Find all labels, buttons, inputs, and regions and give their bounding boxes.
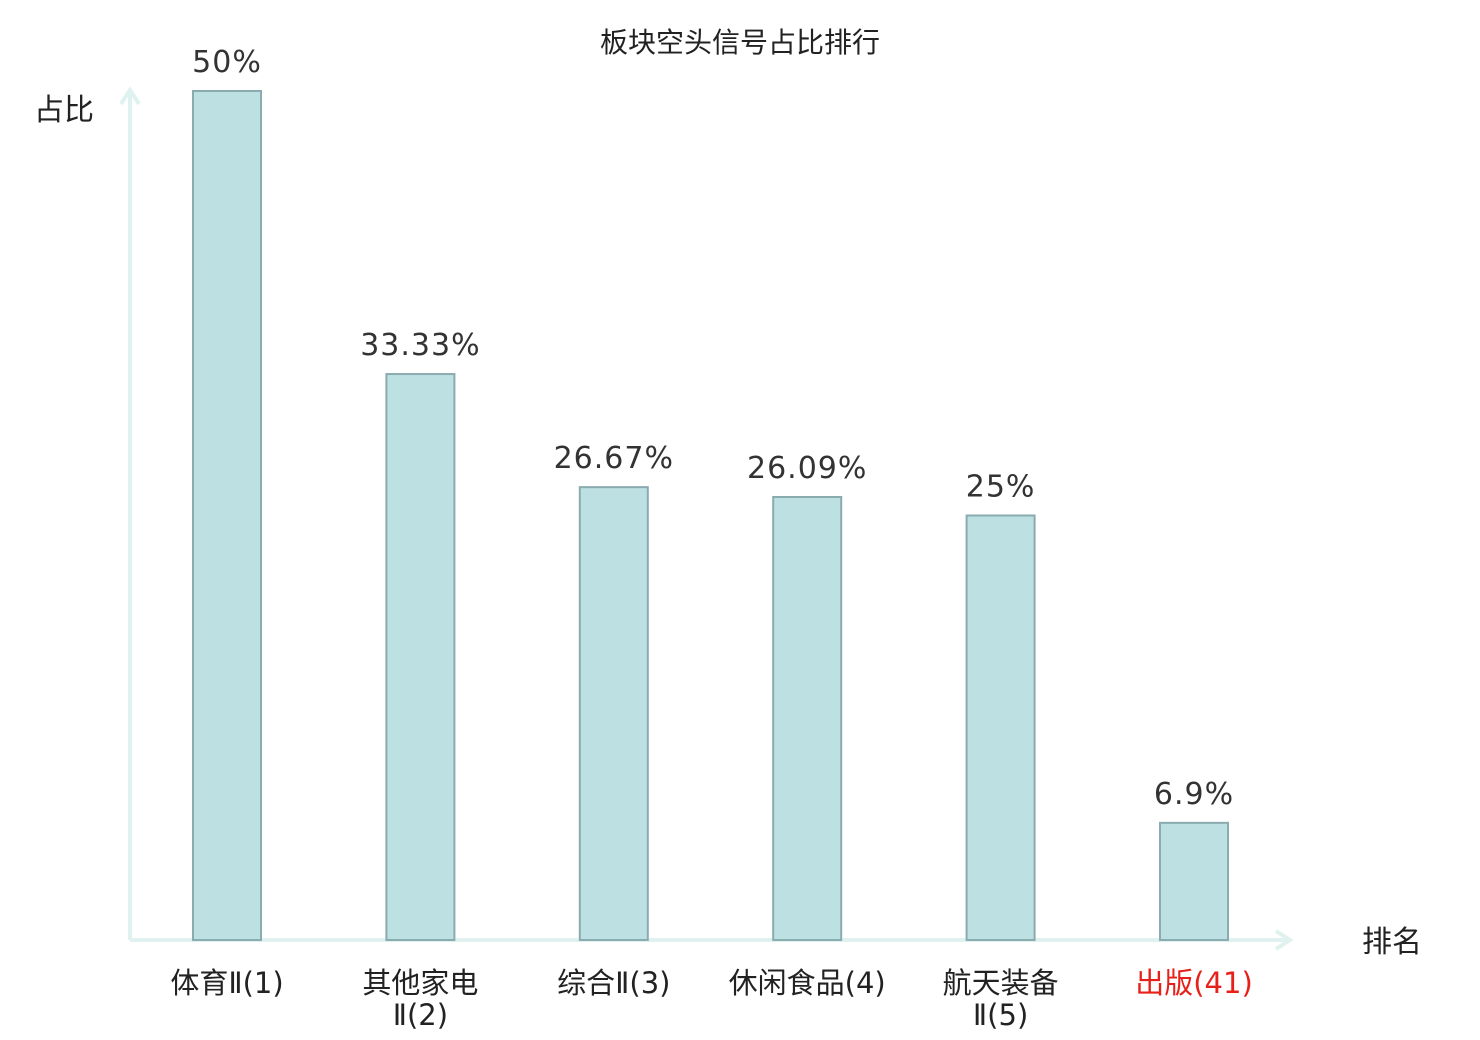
y-axis-label: 占比 bbox=[34, 93, 94, 128]
value-label-5: 25% bbox=[966, 470, 1036, 505]
category-label-5: 航天装备 Ⅱ(5) bbox=[943, 966, 1059, 1032]
category-label-3: 综合Ⅱ(3) bbox=[557, 966, 670, 1000]
bar-5 bbox=[965, 514, 1036, 941]
axes bbox=[119, 86, 1294, 951]
category-label-line: 休闲食品(4) bbox=[729, 966, 886, 1000]
value-label-1: 50% bbox=[192, 45, 262, 80]
category-label-2: 其他家电 Ⅱ(2) bbox=[362, 966, 478, 1032]
bar-4 bbox=[772, 495, 843, 941]
chart-title: 板块空头信号占比排行 bbox=[600, 26, 880, 59]
bars-group bbox=[192, 90, 1229, 942]
value-label-6: 6.9% bbox=[1154, 777, 1234, 812]
value-label-2: 33.33% bbox=[360, 328, 480, 363]
x-axis-label: 排名 bbox=[1362, 925, 1422, 960]
category-label-line: 出版(41) bbox=[1135, 966, 1253, 1000]
x-axis-arrow bbox=[1274, 929, 1294, 951]
y-axis-arrow bbox=[119, 86, 141, 106]
category-label-line: Ⅱ(2) bbox=[393, 998, 448, 1032]
bar-3 bbox=[578, 486, 649, 941]
category-label-line: 综合Ⅱ(3) bbox=[557, 966, 670, 1000]
category-label-line: 航天装备 bbox=[943, 966, 1059, 1000]
value-label-3: 26.67% bbox=[554, 441, 674, 476]
category-label-4: 休闲食品(4) bbox=[729, 966, 886, 1000]
category-label-line: 体育Ⅱ(1) bbox=[170, 966, 283, 1000]
category-label-line: Ⅱ(5) bbox=[973, 998, 1028, 1032]
bar-2 bbox=[385, 373, 456, 942]
bar-1 bbox=[192, 90, 262, 941]
category-label-line: 其他家电 bbox=[362, 966, 478, 1000]
category-labels-group: 体育Ⅱ(1) 其他家电 Ⅱ(2) 综合Ⅱ(3) 休闲食品(4) 航天装备 Ⅱ(5) 出版(41… bbox=[170, 966, 1252, 1032]
category-label-6: 出版(41) bbox=[1135, 966, 1253, 1000]
bar-6 bbox=[1159, 821, 1229, 942]
category-label-1: 体育Ⅱ(1) bbox=[170, 966, 283, 1000]
value-labels-group: 50% 33.33% 26.67% 26.09% 25% 6.9% bbox=[192, 45, 1234, 812]
value-label-4: 26.09% bbox=[747, 451, 867, 486]
